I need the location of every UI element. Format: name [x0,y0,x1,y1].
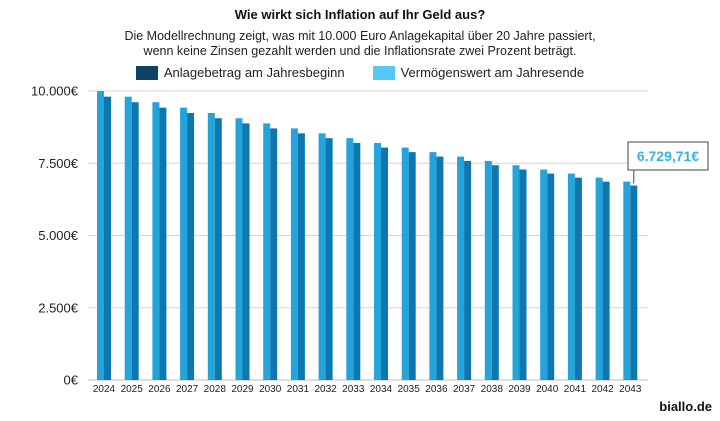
bar-start-value [567,173,575,380]
annotation-box [627,141,709,171]
bar-end-value [630,185,638,380]
bar-start-value [124,96,132,380]
bar-end-value [574,177,582,380]
bar-end-value [242,123,250,381]
annotation-value-label: 6.729,71€ [637,148,699,164]
x-tick-label: 2041 [564,384,587,395]
bar-start-value [429,152,437,380]
subtitle-line-2: wenn keine Zinsen gezahlt werden und die… [143,44,577,58]
legend-item-start: Anlagebetrag am Jahresbeginn [135,65,345,80]
x-tick-label: 2033 [342,384,365,395]
bar-end-value [353,142,361,380]
x-tick-label: 2024 [93,384,116,395]
legend-label-end: Vermögenswert am Jahresende [400,65,585,80]
y-tick-label: 2.500€ [38,300,79,315]
x-tick-label: 2029 [231,384,254,395]
legend-swatch-start [135,65,158,80]
y-tick-label: 0€ [64,373,79,388]
x-tick-label: 2027 [176,384,199,395]
bar-start-value [290,128,298,380]
bar-end-value [436,156,444,380]
x-tick-label: 2025 [121,384,144,395]
x-tick-label: 2037 [453,384,476,395]
x-tick-label: 2026 [148,384,171,395]
bar-end-value [159,107,167,380]
x-tick-label: 2038 [481,384,504,395]
bar-start-value [346,138,354,380]
x-tick-label: 2042 [591,384,614,395]
bar-end-value [214,118,222,380]
bar-end-value [131,102,139,380]
bar-start-value [595,177,603,380]
brand-logo-text: biallo.de [659,399,712,414]
legend-item-end: Vermögenswert am Jahresende [372,65,585,80]
x-tick-label: 2031 [287,384,310,395]
y-tick-label: 5.000€ [38,228,79,243]
bar-end-value [381,147,388,380]
y-tick-label: 7.500€ [38,156,79,171]
bar-start-value [318,133,326,380]
chart-title: Wie wirkt sich Inflation auf Ihr Geld au… [234,7,486,22]
bar-start-value [540,169,548,380]
y-tick-label: 10.000€ [31,84,79,99]
x-tick-label: 2030 [259,384,282,395]
bar-end-value [325,138,333,380]
bar-start-value [263,123,271,381]
x-tick-label: 2036 [425,384,448,395]
bar-start-value [457,156,465,380]
x-tick-label: 2039 [508,384,531,395]
legend-swatch-end [372,65,395,80]
chart-subtitle: Die Modellrechnung zeigt, was mit 10.000… [0,29,720,59]
x-tick-label: 2043 [619,384,642,395]
bar-start-value [401,147,409,380]
bar-start-value [207,113,215,381]
bar-start-value [484,160,492,380]
legend-label-start: Anlagebetrag am Jahresbeginn [163,65,345,80]
bar-start-value [152,102,160,380]
bar-start-value [180,107,188,380]
bar-start-value [97,91,104,380]
bar-end-value [297,133,305,380]
bar-end-value [187,113,195,381]
bar-start-value [235,118,243,380]
bar-end-value [270,128,278,380]
bar-end-value [408,152,416,380]
bar-start-value [374,142,381,380]
chart-legend: Anlagebetrag am Jahresbeginn Vermögenswe… [0,65,720,80]
x-tick-label: 2035 [398,384,421,395]
bar-end-value [519,169,527,380]
x-tick-label: 2032 [314,384,337,395]
x-tick-label: 2040 [536,384,559,395]
bar-start-value [512,165,520,380]
bar-end-value [104,96,111,380]
x-tick-label: 2028 [204,384,227,395]
subtitle-line-1: Die Modellrechnung zeigt, was mit 10.000… [124,29,596,43]
bar-start-value [623,181,631,380]
bar-end-value [602,181,610,380]
x-tick-label: 2034 [370,384,393,395]
bar-end-value [464,160,472,380]
bar-end-value [491,165,499,380]
bar-end-value [547,173,555,380]
